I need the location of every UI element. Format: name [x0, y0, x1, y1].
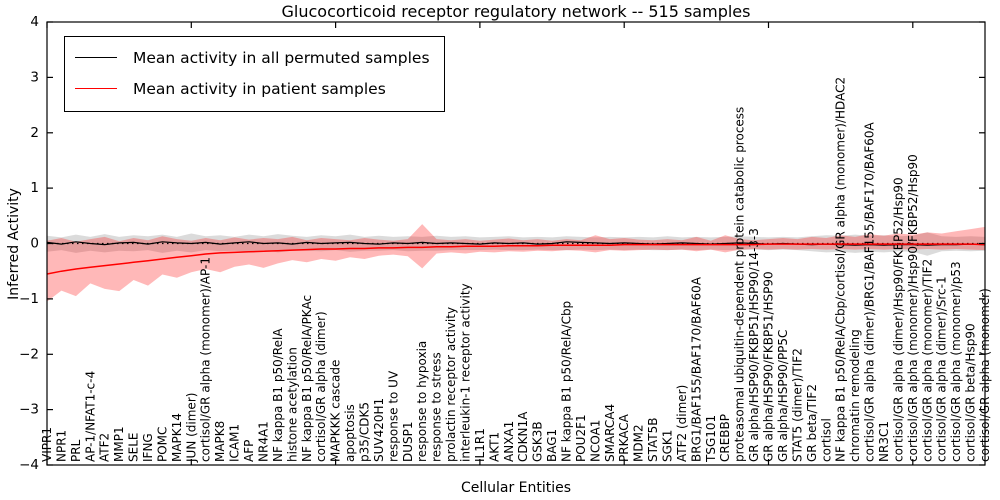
svg-text:0: 0 — [30, 236, 39, 252]
svg-text:MAPK8: MAPK8 — [213, 421, 227, 462]
svg-text:PRL: PRL — [69, 439, 83, 462]
svg-text:BRG1/BAF155/BAF170/BAF60A: BRG1/BAF155/BAF170/BAF60A — [689, 276, 703, 462]
svg-text:STAT5 (dimer)/TIF2: STAT5 (dimer)/TIF2 — [790, 348, 804, 462]
svg-text:cortisol/GR alpha (dimer)/BRG1: cortisol/GR alpha (dimer)/BRG1/BAF155/BA… — [863, 121, 877, 462]
svg-text:DUSP1: DUSP1 — [401, 421, 415, 462]
svg-text:proteasomal ubiquitin-dependen: proteasomal ubiquitin-dependent protein … — [733, 107, 747, 462]
legend-line-black-icon — [75, 57, 117, 58]
svg-text:NF kappa B1 p50/RelA/Cbp/corti: NF kappa B1 p50/RelA/Cbp/cortisol/GR alp… — [834, 77, 848, 462]
svg-text:cortisol/GR beta/Hsp90: cortisol/GR beta/Hsp90 — [964, 323, 978, 462]
svg-text:MAPKKK cascade: MAPKKK cascade — [329, 360, 343, 462]
svg-text:−4: −4 — [19, 457, 39, 473]
svg-text:NF kappa B1 p50/RelA: NF kappa B1 p50/RelA — [271, 328, 285, 462]
svg-text:NCOA1: NCOA1 — [588, 420, 602, 462]
svg-text:cortisol/GR alpha (monomer)/AP: cortisol/GR alpha (monomer)/AP-1 — [199, 257, 213, 462]
svg-text:ATF2 (dimer): ATF2 (dimer) — [675, 385, 689, 462]
svg-text:response to stress: response to stress — [430, 352, 444, 462]
svg-text:ICAM1: ICAM1 — [228, 424, 242, 462]
legend-item-patient: Mean activity in patient samples — [75, 73, 430, 104]
svg-text:SUV420H1: SUV420H1 — [372, 398, 386, 462]
svg-text:SELE: SELE — [127, 433, 141, 462]
svg-text:BAG1: BAG1 — [545, 429, 559, 462]
svg-text:NR4A1: NR4A1 — [257, 421, 271, 462]
svg-text:cortisol/GR alpha (dimer)/Hsp9: cortisol/GR alpha (dimer)/Hsp90/FKBP52/H… — [891, 177, 905, 462]
svg-text:GR alpha/HSP90/FKBP51/HSP90/14: GR alpha/HSP90/FKBP51/HSP90/14-3-3 — [747, 228, 761, 462]
svg-text:histone acetylation: histone acetylation — [285, 347, 299, 462]
svg-text:ANXA1: ANXA1 — [502, 421, 516, 462]
svg-text:cortisol/GR alpha (monomer)/Hs: cortisol/GR alpha (monomer)/Hsp90/FKBP52… — [906, 154, 920, 462]
svg-text:STAT5B: STAT5B — [646, 418, 660, 463]
svg-text:−1: −1 — [19, 291, 39, 307]
svg-text:PRKACA: PRKACA — [617, 413, 631, 462]
svg-text:IFNG: IFNG — [141, 433, 155, 462]
svg-text:CDKN1A: CDKN1A — [516, 411, 530, 462]
svg-text:response to UV: response to UV — [386, 370, 400, 462]
svg-text:ATF2: ATF2 — [98, 433, 112, 462]
svg-text:MAPK14: MAPK14 — [170, 413, 184, 462]
svg-text:−2: −2 — [19, 346, 39, 362]
svg-text:TSG101: TSG101 — [704, 415, 718, 463]
svg-text:response to hypoxia: response to hypoxia — [415, 341, 429, 462]
svg-text:AP-1/NFAT1-c-4: AP-1/NFAT1-c-4 — [83, 371, 97, 462]
svg-text:NF kappa B1 p50/RelA/PKAc: NF kappa B1 p50/RelA/PKAc — [300, 295, 314, 462]
svg-text:−3: −3 — [19, 402, 39, 418]
svg-text:apoptosis: apoptosis — [343, 404, 357, 462]
svg-text:GR beta/TIF2: GR beta/TIF2 — [805, 384, 819, 462]
svg-text:p35/CDK5: p35/CDK5 — [358, 402, 372, 462]
chart-title: Glucocorticoid receptor regulatory netwo… — [281, 2, 751, 21]
svg-text:chromatin remodeling: chromatin remodeling — [848, 329, 862, 462]
svg-text:cortisol/GR alpha (monomer)/p5: cortisol/GR alpha (monomer)/p53 — [949, 261, 963, 462]
svg-text:3: 3 — [30, 69, 39, 85]
legend: Mean activity in all permuted samples Me… — [64, 36, 445, 112]
x-axis-label: Cellular Entities — [460, 480, 572, 496]
svg-text:SMARCA4: SMARCA4 — [603, 404, 617, 462]
svg-text:AFP: AFP — [242, 440, 256, 462]
svg-text:GR alpha/HSP90/FKBP51/HSP90: GR alpha/HSP90/FKBP51/HSP90 — [762, 271, 776, 462]
svg-text:prolactin receptor activity: prolactin receptor activity — [444, 307, 458, 462]
legend-label-patient: Mean activity in patient samples — [133, 79, 386, 98]
svg-text:JUN (dimer): JUN (dimer) — [184, 393, 198, 463]
svg-text:MDM2: MDM2 — [632, 424, 646, 462]
svg-text:NF kappa B1 p50/RelA/Cbp: NF kappa B1 p50/RelA/Cbp — [560, 301, 574, 462]
svg-text:1: 1 — [30, 180, 39, 196]
svg-text:POU2F1: POU2F1 — [574, 414, 588, 462]
svg-text:SGK1: SGK1 — [661, 430, 675, 462]
svg-text:NPR1: NPR1 — [54, 430, 68, 462]
svg-text:CREBBP: CREBBP — [718, 414, 732, 462]
svg-text:cortisol: cortisol — [819, 418, 833, 462]
svg-text:cortisol/GR alpha (dimer)/Src-: cortisol/GR alpha (dimer)/Src-1 — [935, 276, 949, 462]
svg-text:GR alpha/HSP90/PP5C: GR alpha/HSP90/PP5C — [776, 330, 790, 462]
svg-text:interleukin-1 receptor activit: interleukin-1 receptor activity — [459, 283, 473, 462]
svg-text:cortisol/GR alpha (dimer): cortisol/GR alpha (dimer) — [314, 311, 328, 462]
svg-text:IL1R1: IL1R1 — [473, 428, 487, 462]
legend-item-permuted: Mean activity in all permuted samples — [75, 42, 430, 73]
svg-text:2: 2 — [30, 125, 39, 141]
svg-text:4: 4 — [30, 14, 39, 30]
svg-text:AKT1: AKT1 — [487, 432, 501, 462]
svg-text:POMC: POMC — [155, 427, 169, 462]
svg-text:cortisol/GR alpha (monomer)/TI: cortisol/GR alpha (monomer)/TIF2 — [920, 259, 934, 462]
svg-text:NR3C1: NR3C1 — [877, 421, 891, 462]
svg-text:GSK3B: GSK3B — [531, 421, 545, 462]
legend-label-permuted: Mean activity in all permuted samples — [133, 48, 430, 67]
svg-text:MMP1: MMP1 — [112, 426, 126, 462]
legend-line-red-icon — [75, 88, 117, 89]
